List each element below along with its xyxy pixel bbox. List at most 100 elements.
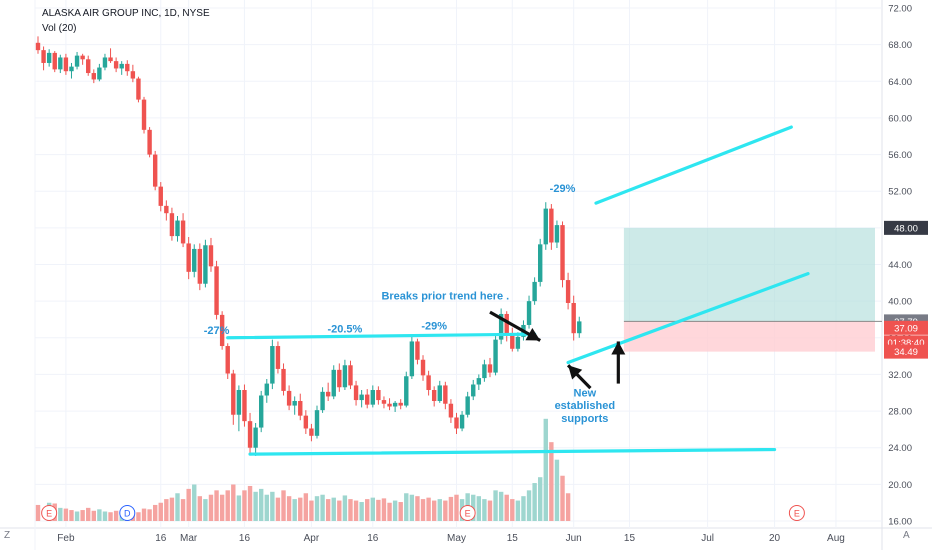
price-axis-badge bbox=[884, 220, 928, 235]
volume-bar bbox=[141, 508, 147, 521]
dividend-marker[interactable] bbox=[119, 505, 136, 521]
volume-indicator-label[interactable]: Vol (20) bbox=[42, 23, 77, 34]
volume-bar bbox=[208, 494, 214, 521]
candle-body bbox=[337, 369, 342, 388]
arrow-head bbox=[525, 328, 541, 341]
candle-body bbox=[353, 385, 359, 401]
volume-bar bbox=[197, 496, 203, 521]
annotation-label: -29% bbox=[550, 183, 576, 195]
trendline[interactable] bbox=[248, 447, 777, 456]
volume-bar bbox=[565, 493, 571, 521]
volume-bar bbox=[448, 496, 454, 521]
auto-scale-button[interactable]: A bbox=[903, 530, 910, 541]
x-tick-label: 20 bbox=[769, 533, 781, 544]
candle-body bbox=[180, 220, 186, 244]
y-tick-label: 72.00 bbox=[888, 4, 912, 15]
event-marker-label: D bbox=[124, 509, 131, 519]
x-tick-label: 15 bbox=[624, 533, 636, 544]
volume-bar bbox=[437, 499, 442, 521]
x-tick-label: 16 bbox=[367, 533, 379, 544]
candle-body bbox=[498, 313, 504, 340]
candle-body bbox=[532, 281, 537, 302]
volume-bar bbox=[247, 485, 253, 521]
candle-body bbox=[420, 359, 426, 376]
y-tick-label: 68.00 bbox=[888, 40, 912, 51]
arrow-head bbox=[611, 341, 626, 355]
volume-bar bbox=[521, 496, 526, 521]
volume-bar bbox=[504, 494, 509, 521]
trendline[interactable] bbox=[226, 332, 537, 340]
volume-bar bbox=[292, 499, 297, 521]
volume-bar bbox=[538, 477, 543, 521]
x-tick-label: 16 bbox=[239, 533, 251, 544]
annotation-label: Breaks prior trend here . bbox=[381, 290, 509, 302]
volume-bar bbox=[376, 499, 381, 521]
volume-bar bbox=[487, 500, 493, 521]
candle-body bbox=[141, 99, 147, 130]
candle-body bbox=[398, 402, 403, 406]
candle-body bbox=[69, 66, 74, 72]
volume-bar bbox=[253, 491, 258, 521]
y-tick-label: 24.00 bbox=[888, 443, 912, 454]
candle-body bbox=[560, 225, 565, 281]
y-tick-label: 40.00 bbox=[888, 297, 912, 308]
volume-bar bbox=[370, 497, 375, 521]
candle-body bbox=[415, 341, 420, 360]
candle-body bbox=[342, 365, 348, 388]
volume-bar bbox=[526, 490, 532, 521]
candle-body bbox=[219, 314, 225, 347]
candle-body bbox=[325, 391, 331, 397]
volume-bar bbox=[242, 490, 247, 521]
candle-body bbox=[125, 63, 130, 72]
y-tick-label: 52.00 bbox=[888, 187, 912, 198]
zoom-reset-button[interactable]: Z bbox=[4, 530, 11, 541]
candle-body bbox=[119, 63, 124, 69]
candle-body bbox=[102, 57, 108, 68]
volume-bar bbox=[426, 497, 431, 521]
candle-body bbox=[309, 428, 314, 436]
candle-body bbox=[381, 400, 387, 404]
candle-body bbox=[565, 280, 571, 303]
volume-bar bbox=[381, 498, 387, 521]
symbol-title[interactable]: ALASKA AIR GROUP INC, 1D, NYSE bbox=[42, 8, 210, 19]
candle-body bbox=[504, 313, 509, 336]
candle-body bbox=[493, 339, 498, 373]
y-tick-label: 20.00 bbox=[888, 480, 912, 491]
trendline[interactable] bbox=[594, 125, 793, 205]
candle-body bbox=[74, 55, 80, 67]
trendline[interactable] bbox=[566, 272, 810, 365]
event-marker-label: E bbox=[794, 509, 800, 519]
volume-bar bbox=[298, 497, 303, 521]
annotation-label: established bbox=[555, 400, 616, 412]
stop-loss-zone[interactable] bbox=[623, 321, 875, 352]
x-tick-label: 15 bbox=[507, 533, 519, 544]
earnings-marker[interactable] bbox=[459, 505, 476, 521]
volume-bar bbox=[275, 497, 281, 521]
volume-bar bbox=[147, 509, 152, 521]
earnings-marker[interactable] bbox=[788, 505, 805, 521]
target-zone[interactable] bbox=[623, 227, 875, 322]
volume-bar bbox=[337, 500, 342, 521]
volume-bar bbox=[97, 509, 102, 521]
volume-bar bbox=[281, 490, 286, 521]
candle-body bbox=[231, 373, 236, 415]
annotation-label: New bbox=[574, 387, 597, 399]
earnings-marker[interactable] bbox=[41, 505, 58, 521]
volume-bar bbox=[74, 511, 80, 521]
volume-bar bbox=[325, 499, 331, 521]
event-marker-label: E bbox=[46, 509, 52, 519]
volume-bar bbox=[331, 497, 336, 521]
candle-body bbox=[549, 208, 554, 243]
candle-body bbox=[538, 244, 543, 282]
candle-body bbox=[359, 394, 364, 401]
volume-bar bbox=[387, 502, 392, 521]
candle-body bbox=[370, 390, 375, 405]
volume-bar bbox=[454, 494, 459, 521]
x-tick-label: May bbox=[447, 533, 466, 544]
volume-bar bbox=[91, 510, 96, 521]
volume-bar bbox=[219, 494, 225, 521]
annotation-label: -20.5% bbox=[327, 323, 362, 335]
candle-body bbox=[136, 78, 141, 100]
